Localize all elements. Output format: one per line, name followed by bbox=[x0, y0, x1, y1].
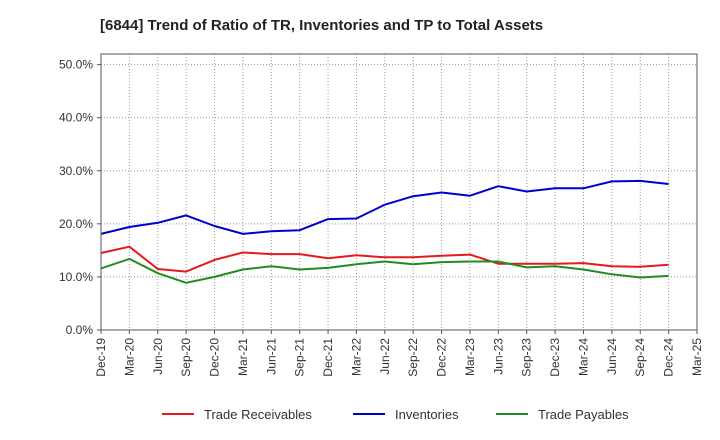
y-tick-label: 40.0% bbox=[59, 111, 93, 125]
x-tick-label: Mar-21 bbox=[236, 338, 250, 376]
plot-border bbox=[100, 53, 698, 331]
x-tick-label: Dec-22 bbox=[435, 338, 449, 377]
x-tick-label: Sep-24 bbox=[633, 338, 647, 377]
x-tick-label: Sep-22 bbox=[406, 338, 420, 377]
x-tick-label: Mar-20 bbox=[122, 338, 136, 376]
x-tick-label: Jun-23 bbox=[491, 338, 505, 375]
x-tick-label: Dec-21 bbox=[321, 338, 335, 377]
legend-label-1: Inventories bbox=[395, 407, 459, 422]
legend-label-2: Trade Payables bbox=[538, 407, 629, 422]
y-tick-label: 0.0% bbox=[66, 323, 94, 337]
x-tick-label: Sep-20 bbox=[179, 338, 193, 377]
plot-frame bbox=[100, 53, 698, 331]
y-tick-label: 30.0% bbox=[59, 164, 93, 178]
x-tick-label: Sep-23 bbox=[520, 338, 534, 377]
y-axis-ticks: 0.0% 10.0% 20.0% 30.0% 40.0% 50.0% bbox=[59, 58, 101, 337]
series-line-2 bbox=[100, 257, 669, 284]
x-tick-label: Dec-19 bbox=[94, 338, 108, 377]
series-line-1 bbox=[100, 179, 669, 235]
x-tick-label: Jun-22 bbox=[378, 338, 392, 375]
legend: Trade Receivables Inventories Trade Payabl… bbox=[162, 407, 629, 422]
y-tick-label: 20.0% bbox=[59, 217, 93, 231]
x-tick-label: Mar-23 bbox=[463, 338, 477, 376]
x-axis-ticks: Dec-19 Mar-20 Jun-20 Sep-20 Dec-20 Mar-21 Jun-… bbox=[94, 330, 704, 377]
y-tick-label: 50.0% bbox=[59, 58, 93, 72]
x-tick-label: Jun-21 bbox=[264, 338, 278, 375]
x-tick-label: Mar-22 bbox=[349, 338, 363, 376]
x-tick-label: Jun-20 bbox=[151, 338, 165, 375]
x-tick-label: Dec-24 bbox=[662, 338, 676, 377]
legend-label-0: Trade Receivables bbox=[204, 407, 312, 422]
x-tick-label: Dec-23 bbox=[548, 338, 562, 377]
gridlines bbox=[101, 54, 697, 330]
series-line-0 bbox=[100, 245, 669, 273]
series-lines bbox=[100, 179, 669, 284]
x-tick-label: Mar-25 bbox=[690, 338, 704, 376]
chart-title: [6844] Trend of Ratio of TR, Inventories… bbox=[100, 17, 543, 34]
x-tick-label: Jun-24 bbox=[605, 338, 619, 375]
x-tick-label: Mar-24 bbox=[576, 338, 590, 376]
x-tick-label: Sep-21 bbox=[293, 338, 307, 377]
x-tick-label: Dec-20 bbox=[208, 338, 222, 377]
y-tick-label: 10.0% bbox=[59, 270, 93, 284]
